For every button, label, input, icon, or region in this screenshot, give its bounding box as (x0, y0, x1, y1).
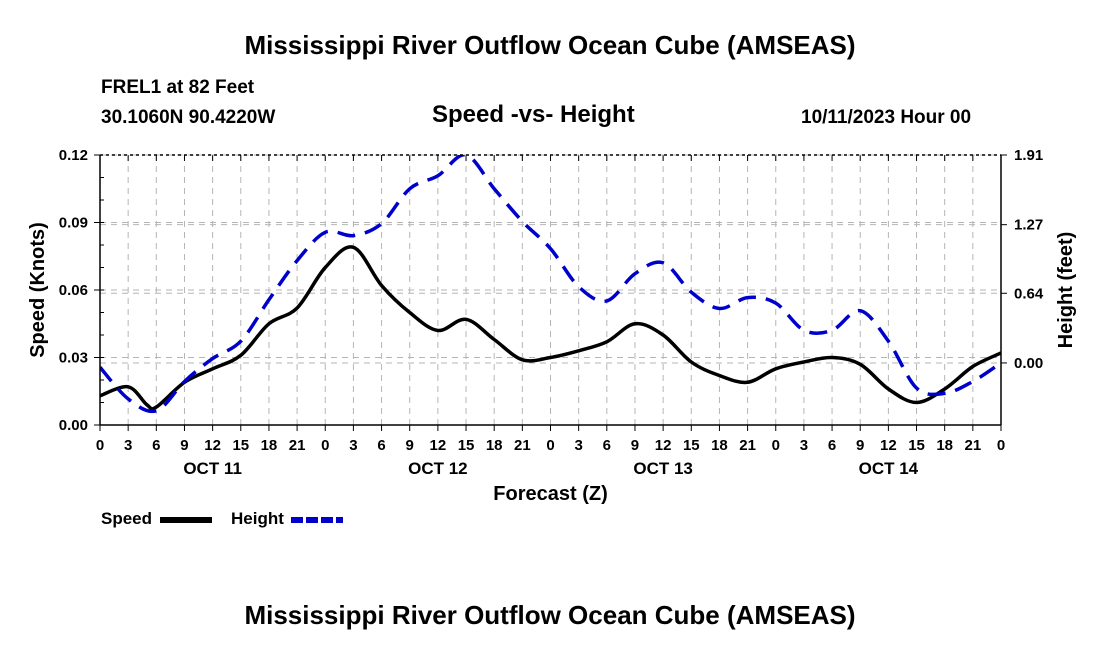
forecast-datetime: 10/11/2023 Hour 00 (801, 107, 972, 128)
x-tick-label: 3 (349, 437, 357, 454)
x-tick-label: 15 (458, 437, 475, 454)
x-tick-label: 21 (739, 437, 756, 454)
series-line-speed (100, 245, 1001, 411)
chart-subtitle: Speed -vs- Height (432, 101, 635, 128)
y2-tick-label: 1.27 (1014, 217, 1043, 234)
x-tick-label: 15 (683, 437, 700, 454)
x-tick-label: 9 (180, 437, 188, 454)
y-tick-label: 0.09 (59, 215, 88, 232)
x-tick-label: 0 (96, 437, 104, 454)
x-tick-label: 9 (631, 437, 639, 454)
legend-speed-label: Speed (101, 509, 153, 528)
x-date-label: OCT 12 (408, 459, 468, 478)
x-tick-label: 18 (261, 437, 278, 454)
x-tick-label: 6 (152, 437, 160, 454)
x-tick-label: 12 (880, 437, 897, 454)
x-tick-label: 15 (232, 437, 249, 454)
x-tick-label: 3 (574, 437, 582, 454)
x-tick-label: 9 (406, 437, 414, 454)
x-tick-label: 3 (124, 437, 132, 454)
x-date-label: OCT 13 (633, 459, 693, 478)
y-axis-label: Speed (Knots) (27, 222, 49, 358)
x-date-label: OCT 11 (183, 459, 242, 478)
y-tick-label: 0.00 (59, 417, 88, 434)
x-tick-label: 0 (321, 437, 329, 454)
chart-title: Mississippi River Outflow Ocean Cube (AM… (244, 30, 856, 60)
series-line-height (100, 155, 1001, 414)
x-tick-label: 21 (965, 437, 982, 454)
x-tick-label: 6 (603, 437, 611, 454)
x-date-label: OCT 14 (859, 459, 919, 478)
x-tick-label: 12 (204, 437, 221, 454)
y-tick-label: 0.12 (59, 147, 88, 164)
x-tick-label: 6 (377, 437, 385, 454)
legend-height-label: Height (231, 509, 284, 528)
x-tick-label: 0 (997, 437, 1005, 454)
x-tick-label: 18 (711, 437, 728, 454)
y2-tick-label: 0.00 (1014, 355, 1043, 372)
x-axis-label: Forecast (Z) (493, 483, 607, 505)
x-tick-label: 21 (289, 437, 306, 454)
x-tick-label: 18 (936, 437, 953, 454)
x-tick-label: 12 (655, 437, 672, 454)
x-tick-label: 15 (908, 437, 925, 454)
station-label: FREL1 at 82 Feet (101, 77, 255, 98)
station-coordinates: 30.1060N 90.4220W (101, 107, 276, 128)
x-tick-label: 6 (828, 437, 836, 454)
x-tick-label: 18 (486, 437, 503, 454)
x-tick-label: 21 (514, 437, 531, 454)
footer-title: Mississippi River Outflow Ocean Cube (AM… (244, 600, 856, 630)
y2-tick-label: 0.64 (1014, 285, 1044, 302)
x-tick-label: 12 (430, 437, 447, 454)
y-tick-label: 0.06 (59, 282, 88, 299)
x-tick-label: 9 (856, 437, 864, 454)
y2-tick-label: 1.91 (1014, 147, 1043, 164)
x-tick-label: 0 (772, 437, 780, 454)
x-tick-label: 0 (546, 437, 554, 454)
y-tick-label: 0.03 (59, 350, 88, 367)
y2-axis-label: Height (feet) (1055, 232, 1077, 349)
x-tick-label: 3 (800, 437, 808, 454)
